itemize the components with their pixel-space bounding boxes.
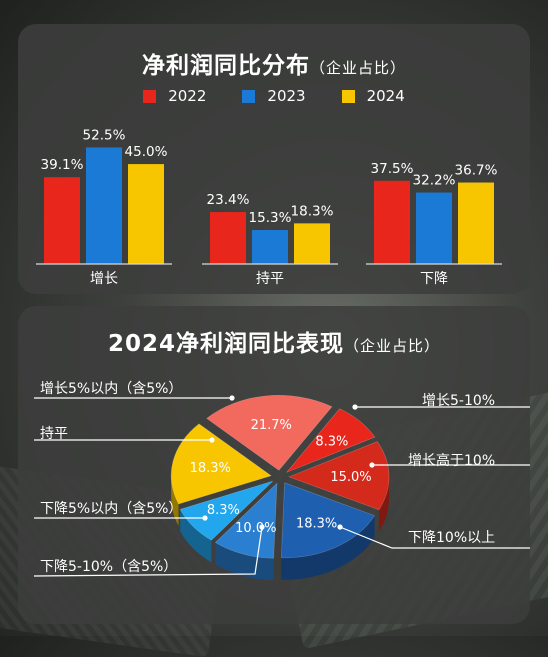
bar-data-label: 52.5% — [83, 127, 126, 143]
bar-data-label: 15.3% — [249, 210, 292, 226]
pie-callout-dot — [202, 515, 208, 521]
bar-2022-持平 — [210, 212, 246, 264]
pie-chart-plot: 8.3% 15.0% 18.3% 10.0% 8.3% 18.3% 21.7% — [33, 395, 530, 581]
category-tick-label: 增长 — [90, 271, 118, 287]
bar-2023-增长 — [86, 147, 122, 264]
pie-slice — [288, 441, 390, 511]
pie-slice — [170, 423, 272, 505]
bar-2022-下降 — [374, 180, 410, 264]
pie-data-label: 10.0% — [235, 521, 276, 536]
bar-chart-panel: 净利润同比分布（企业占比） 2022 2023 2024 39.1% 52.5% 4… — [18, 24, 530, 294]
pie-data-label: 8.3% — [315, 435, 348, 450]
bar-2024-下降 — [458, 182, 494, 264]
pie-chart-title: 2024净利润同比表现（企业占比） — [18, 324, 530, 358]
pie-callout-label: 下降5-10%（含5%） — [40, 559, 178, 575]
bar-chart-legend: 2022 2023 2024 — [18, 87, 530, 105]
bar-chart-title: 净利润同比分布（企业占比） — [18, 46, 530, 80]
bar-chart-title-text: 净利润同比分布 — [141, 53, 310, 79]
category-tick-label: 下降 — [420, 271, 448, 287]
pie-data-label: 18.3% — [296, 517, 337, 532]
pie-slice-side — [180, 509, 212, 563]
pie-callout-dot — [337, 524, 343, 530]
pie-data-label: 8.3% — [207, 503, 240, 518]
bar-data-label: 39.1% — [41, 157, 84, 173]
legend-item-2023: 2023 — [242, 87, 306, 105]
pie-callout-dot — [229, 395, 235, 401]
bar-data-label: 36.7% — [455, 163, 498, 179]
bar-2023-下降 — [416, 192, 452, 264]
pie-callout-label: 持平 — [40, 426, 68, 442]
bar-data-label: 32.2% — [413, 173, 456, 189]
legend-item-2022: 2022 — [143, 87, 206, 105]
pie-chart-title-text: 2024净利润同比表现 — [107, 331, 344, 357]
bar-data-label: 23.4% — [207, 192, 250, 208]
category-tick-label: 持平 — [256, 271, 284, 287]
pie-callout-line — [339, 526, 530, 549]
pie-slice — [286, 408, 376, 473]
legend-label-2024: 2024 — [366, 87, 405, 105]
pie-callout-label: 下降10%以上 — [408, 530, 496, 546]
legend-label-2022: 2022 — [168, 87, 207, 105]
pie-callout-dot — [369, 462, 375, 468]
bar-2024-持平 — [294, 223, 330, 264]
pie-slice — [214, 482, 278, 559]
pie-callout-label: 增长5%以内（含5%） — [40, 381, 183, 397]
pie-slice-side — [171, 475, 179, 527]
pie-callout-line — [33, 526, 263, 577]
bar-chart-subtitle: （企业占比） — [309, 59, 406, 77]
pie-callout-dot — [259, 524, 265, 530]
pie-slice — [280, 482, 376, 559]
bar-data-label: 45.0% — [125, 144, 168, 160]
pie-slice-side — [378, 476, 389, 532]
bar-2022-增长 — [44, 177, 80, 264]
bar-data-label: 18.3% — [291, 203, 334, 219]
bar-data-label: 37.5% — [371, 161, 414, 177]
pie-slice-side — [281, 515, 375, 580]
bar-2023-持平 — [252, 230, 288, 264]
pie-slice-side — [215, 542, 274, 581]
pie-callout-dot — [209, 437, 215, 443]
pie-callout-label: 增长5-10% — [422, 393, 496, 409]
pie-slice — [179, 480, 274, 541]
pie-chart-subtitle: （企业占比） — [344, 337, 441, 355]
pie-data-label: 18.3% — [190, 461, 231, 476]
pie-data-label: 21.7% — [251, 418, 292, 433]
pie-slice — [206, 395, 333, 471]
legend-swatch-2024 — [341, 89, 355, 103]
legend-swatch-2022 — [143, 89, 157, 103]
legend-swatch-2023 — [242, 89, 256, 103]
bar-2024-增长 — [128, 164, 164, 264]
pie-callout-dot — [352, 404, 358, 410]
pie-data-label: 15.0% — [330, 470, 371, 485]
legend-item-2024: 2024 — [341, 87, 405, 105]
pie-callout-label: 下降5%以内（含5%） — [40, 501, 183, 517]
pie-callout-label: 增长高于10% — [408, 453, 496, 469]
legend-label-2023: 2023 — [267, 87, 306, 105]
